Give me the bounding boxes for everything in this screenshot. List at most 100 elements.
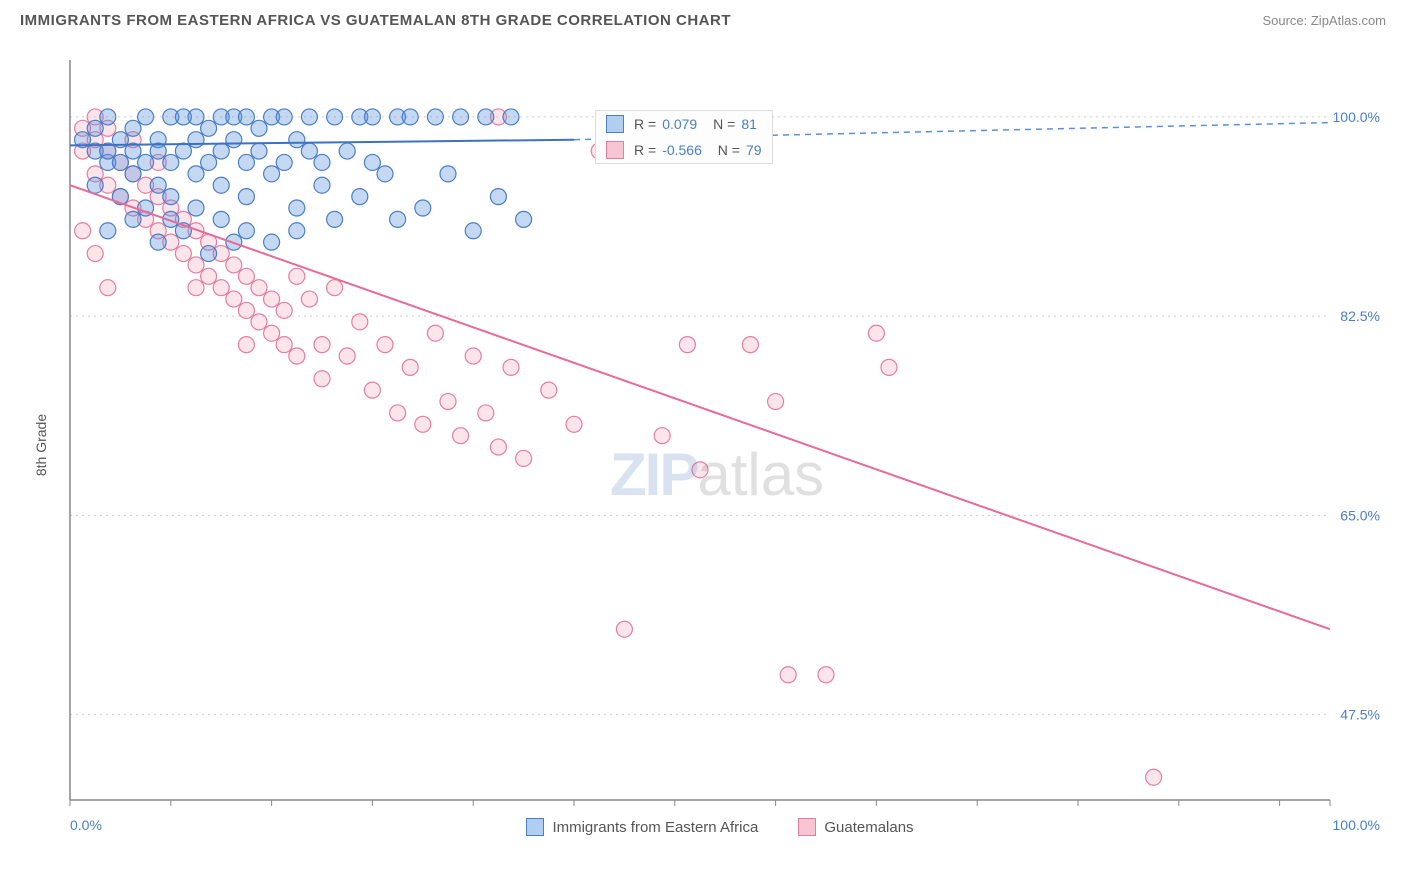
data-point [226,291,242,307]
data-point [654,428,670,444]
data-point [188,280,204,296]
data-point [175,143,191,159]
data-point [301,291,317,307]
data-point [264,325,280,341]
data-point [138,109,154,125]
data-point [201,154,217,170]
data-point [478,405,494,421]
data-point [868,325,884,341]
data-point [150,143,166,159]
data-point [1146,769,1162,785]
data-point [339,143,355,159]
data-point [264,291,280,307]
data-point [503,359,519,375]
data-point [238,154,254,170]
data-point [201,120,217,136]
data-point [251,143,267,159]
data-point [87,177,103,193]
chart-container: 8th Grade 47.5%65.0%82.5%100.0%0.0%100.0… [50,50,1390,840]
legend-label: Immigrants from Eastern Africa [552,819,758,836]
data-point [213,177,229,193]
data-point [201,268,217,284]
data-point [238,189,254,205]
data-point [352,314,368,330]
data-point [768,394,784,410]
data-point [692,462,708,478]
data-point [125,120,141,136]
svg-text:82.5%: 82.5% [1340,308,1380,324]
trend-line-eastern-africa [70,140,574,146]
data-point [453,428,469,444]
data-point [364,382,380,398]
data-point [188,200,204,216]
data-point [226,257,242,273]
data-point [465,223,481,239]
data-point [175,246,191,262]
data-point [780,667,796,683]
data-point [276,154,292,170]
data-point [163,154,179,170]
legend-stats: R = -0.566 N = 79 [634,142,762,158]
data-point [213,211,229,227]
data-point [276,337,292,353]
data-point [87,120,103,136]
data-point [112,154,128,170]
data-point [679,337,695,353]
data-point [238,223,254,239]
correlation-legend: R = 0.079 N = 81 R = -0.566 N = 79 [595,110,773,164]
data-point [616,621,632,637]
data-point [226,132,242,148]
data-point [289,132,305,148]
data-point [125,166,141,182]
data-point [516,211,532,227]
data-point [541,382,557,398]
data-point [314,154,330,170]
data-point [377,166,393,182]
data-point [264,166,280,182]
data-point [201,246,217,262]
data-point [138,154,154,170]
data-point [238,268,254,284]
trend-line-guatemalans [70,185,1330,629]
svg-text:47.5%: 47.5% [1340,707,1380,723]
data-point [364,154,380,170]
svg-text:100.0%: 100.0% [1333,109,1380,125]
data-point [742,337,758,353]
data-point [100,109,116,125]
legend-row: R = 0.079 N = 81 [596,111,772,137]
data-point [188,109,204,125]
data-point [440,166,456,182]
data-point [566,416,582,432]
scatter-chart: 47.5%65.0%82.5%100.0%0.0%100.0% [50,50,1390,840]
data-point [213,280,229,296]
data-point [150,177,166,193]
data-point [327,280,343,296]
data-point [490,189,506,205]
data-point [100,280,116,296]
data-point [238,337,254,353]
data-point [490,439,506,455]
data-point [377,337,393,353]
legend-swatch [526,818,544,836]
legend-label: Guatemalans [824,819,913,836]
data-point [503,109,519,125]
data-point [251,120,267,136]
data-point [238,302,254,318]
data-point [276,109,292,125]
data-point [301,109,317,125]
data-point [238,109,254,125]
data-point [364,109,380,125]
legend-row: R = -0.566 N = 79 [596,137,772,163]
data-point [352,189,368,205]
data-point [478,109,494,125]
data-point [427,109,443,125]
y-axis-label: 8th Grade [33,414,49,476]
data-point [87,246,103,262]
data-point [213,143,229,159]
data-point [327,109,343,125]
data-point [289,348,305,364]
legend-swatch [798,818,816,836]
data-point [314,177,330,193]
legend-item: Guatemalans [798,818,913,836]
data-point [818,667,834,683]
